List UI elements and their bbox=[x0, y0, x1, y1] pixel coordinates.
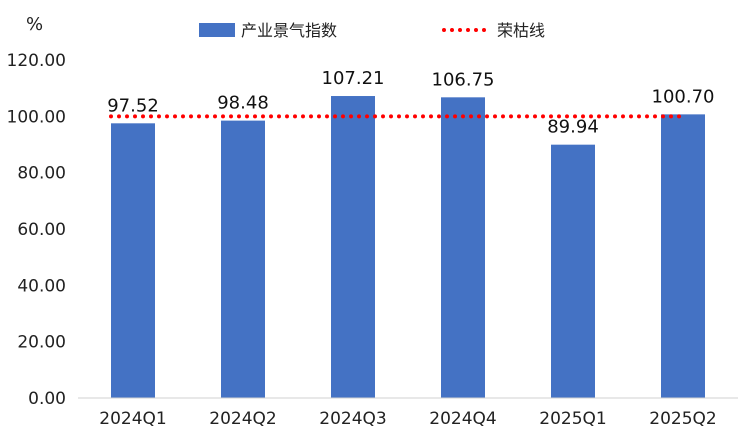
bar bbox=[221, 120, 265, 398]
bar bbox=[661, 114, 705, 398]
y-tick-label: 60.00 bbox=[17, 220, 66, 240]
data-labels: 97.52 98.48 107.21 106.75 89.94 100.70 bbox=[107, 68, 714, 138]
bars bbox=[111, 96, 705, 398]
x-axis: 2024Q1 2024Q2 2024Q3 2024Q4 2025Q1 2025Q2 bbox=[99, 409, 716, 429]
y-unit-label: % bbox=[26, 14, 43, 35]
data-label: 100.70 bbox=[652, 86, 715, 107]
y-tick-label: 0.00 bbox=[28, 389, 66, 409]
y-tick-label: 120.00 bbox=[7, 51, 66, 71]
data-label: 97.52 bbox=[107, 95, 159, 116]
y-tick-label: 20.00 bbox=[17, 333, 66, 353]
legend: 产业景气指数 荣枯线 bbox=[199, 21, 545, 40]
bar bbox=[551, 144, 595, 398]
x-tick-label: 2025Q2 bbox=[649, 409, 716, 429]
y-tick-label: 100.00 bbox=[7, 107, 66, 127]
y-tick-label: 40.00 bbox=[17, 276, 66, 296]
x-tick-label: 2024Q1 bbox=[99, 409, 166, 429]
x-tick-label: 2024Q3 bbox=[319, 409, 386, 429]
legend-swatch-index bbox=[199, 23, 235, 37]
x-tick-label: 2025Q1 bbox=[539, 409, 606, 429]
legend-label-threshold: 荣枯线 bbox=[497, 21, 545, 40]
data-label: 107.21 bbox=[322, 68, 385, 89]
bar bbox=[441, 97, 485, 398]
bar bbox=[111, 123, 155, 398]
x-tick-label: 2024Q2 bbox=[209, 409, 276, 429]
data-label: 106.75 bbox=[432, 69, 495, 90]
data-label: 89.94 bbox=[547, 117, 599, 138]
bar bbox=[331, 96, 375, 398]
y-axis: 0.00 20.00 40.00 60.00 80.00 100.00 120.00 bbox=[7, 51, 66, 409]
data-label: 98.48 bbox=[217, 93, 269, 114]
x-tick-label: 2024Q4 bbox=[429, 409, 496, 429]
legend-label-index: 产业景气指数 bbox=[241, 21, 337, 40]
y-tick-label: 80.00 bbox=[17, 164, 66, 184]
